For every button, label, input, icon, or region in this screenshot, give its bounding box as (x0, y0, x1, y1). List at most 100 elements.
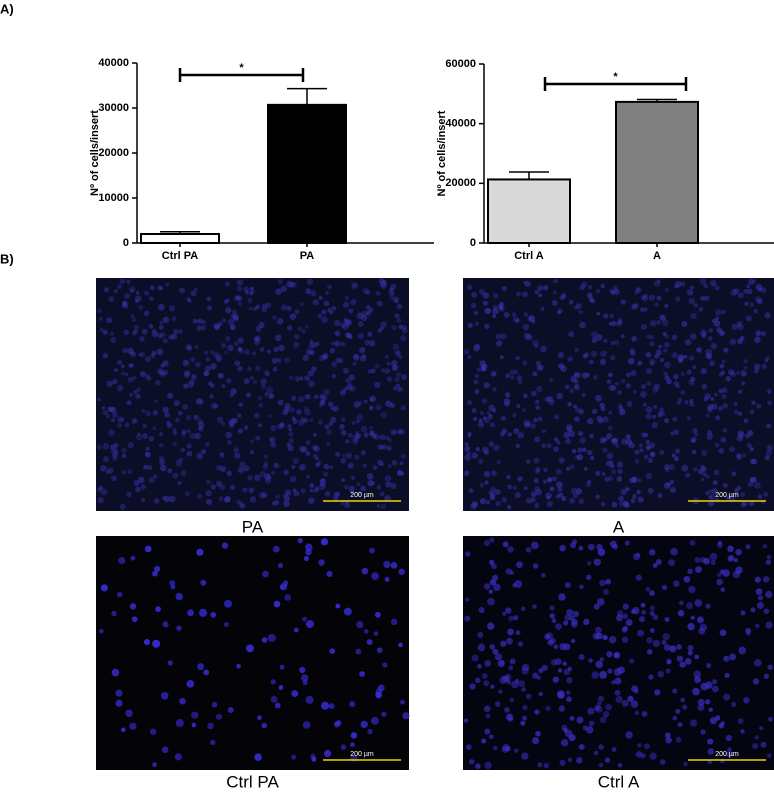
micrograph: 200 µm (463, 536, 774, 770)
nucleus (274, 702, 281, 709)
nucleus (224, 495, 232, 503)
nucleus (647, 457, 653, 464)
nucleus (385, 435, 390, 440)
nucleus (700, 464, 705, 470)
nucleus (521, 663, 530, 672)
nucleus (663, 482, 671, 489)
nucleus (746, 284, 750, 289)
y-tick-label: 20000 (445, 177, 476, 189)
nucleus (331, 361, 337, 368)
nucleus (596, 311, 601, 316)
nucleus (590, 350, 598, 358)
nucleus (204, 350, 208, 355)
nucleus (579, 584, 584, 590)
nucleus (680, 390, 686, 395)
nucleus (369, 425, 374, 430)
nucleus (596, 415, 603, 422)
nucleus (266, 386, 274, 394)
nucleus (270, 679, 276, 685)
nucleus (646, 637, 653, 644)
nucleus (710, 397, 715, 401)
nucleus (152, 570, 158, 577)
nucleus (284, 357, 290, 364)
nucleus (263, 461, 269, 467)
nucleus (376, 647, 383, 653)
nucleus (206, 296, 212, 302)
nucleus (366, 305, 371, 310)
nucleus (500, 640, 507, 647)
nucleus (398, 386, 404, 392)
nucleus (530, 496, 536, 503)
nucleus (273, 346, 279, 353)
nucleus (569, 615, 575, 621)
nucleus (634, 710, 640, 715)
bar (140, 233, 220, 244)
nucleus (763, 608, 770, 615)
nucleus (484, 480, 489, 485)
nucleus (569, 464, 575, 469)
nucleus (207, 305, 212, 311)
nucleus (652, 614, 659, 620)
nucleus (397, 470, 402, 475)
nucleus (477, 367, 482, 372)
nucleus (615, 443, 620, 449)
nucleus (714, 442, 720, 448)
nucleus (227, 707, 234, 714)
nucleus (542, 429, 546, 434)
nucleus (479, 410, 485, 416)
nucleus (325, 291, 329, 295)
nucleus (270, 695, 278, 703)
nucleus (384, 354, 389, 359)
nucleus (572, 610, 579, 618)
nucleus (131, 330, 137, 336)
nucleus (219, 484, 226, 491)
nucleus (596, 334, 603, 341)
nucleus (219, 453, 225, 458)
nucleus (277, 399, 284, 406)
nucleus (286, 325, 293, 331)
nucleus (473, 344, 480, 352)
nucleus (394, 377, 400, 382)
nucleus (631, 476, 638, 483)
nucleus (232, 417, 238, 424)
nucleus (128, 363, 133, 368)
nucleus (745, 544, 751, 550)
nucleus (603, 589, 609, 595)
nucleus (640, 383, 647, 390)
nucleus (615, 695, 623, 704)
nucleus (755, 283, 763, 291)
nucleus (474, 388, 480, 395)
nucleus (484, 728, 491, 735)
nucleus (234, 452, 241, 459)
nucleus (238, 502, 244, 508)
nucleus (630, 370, 637, 377)
nucleus (653, 405, 658, 409)
nucleus (487, 622, 495, 630)
nucleus (588, 359, 594, 365)
nucleus (717, 405, 723, 411)
nucleus (609, 460, 614, 465)
nucleus (757, 494, 763, 500)
nucleus (178, 457, 184, 462)
nucleus (367, 728, 373, 735)
nucleus (720, 721, 725, 726)
nucleus (669, 479, 675, 485)
nucleus (738, 389, 743, 394)
nucleus (547, 477, 552, 482)
nucleus (533, 477, 539, 484)
nucleus (619, 408, 626, 416)
nucleus (135, 387, 142, 393)
nucleus (330, 416, 337, 424)
nucleus (578, 743, 585, 750)
nucleus (357, 490, 363, 496)
nucleus (217, 416, 224, 423)
nucleus (593, 750, 599, 756)
nucleus (516, 404, 521, 409)
nucleus (489, 579, 497, 586)
nucleus (175, 459, 182, 467)
nucleus (302, 721, 311, 729)
nucleus (697, 698, 705, 707)
nucleus (738, 411, 743, 416)
nucleus (102, 443, 110, 450)
nucleus (465, 551, 471, 557)
